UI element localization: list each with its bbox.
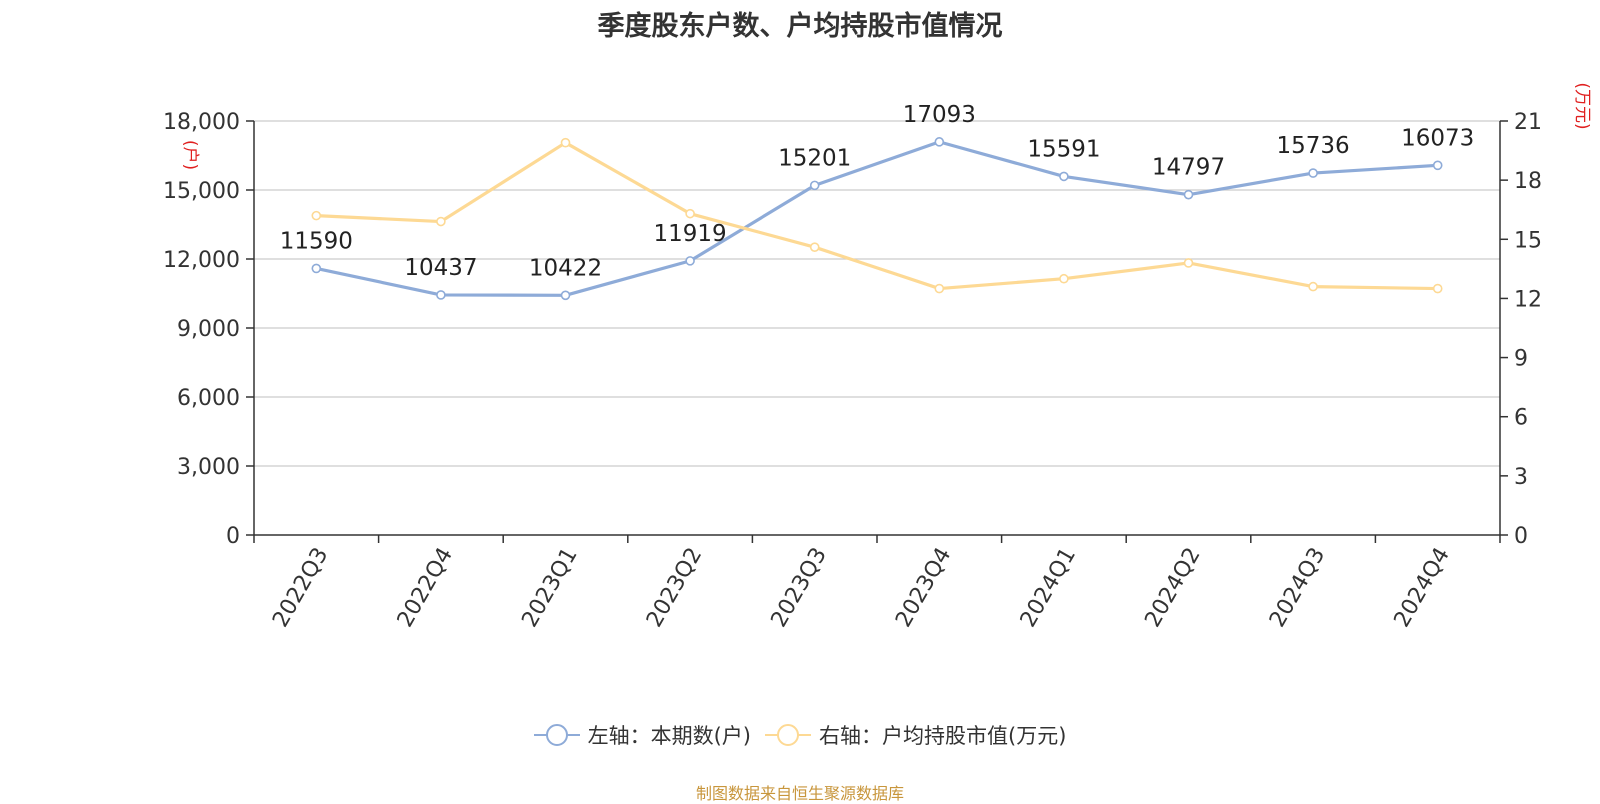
left-axis-tick-label: 12,000 [163, 248, 240, 273]
series-point-avg-holding-value [1308, 281, 1318, 292]
series-point-shareholders [1432, 160, 1443, 171]
series-line-shareholders [315, 140, 1438, 297]
data-label-shareholders: 15591 [1027, 136, 1100, 162]
left-axis-unit: (户) [180, 140, 200, 170]
series-point-shareholders [1308, 168, 1318, 178]
series-point-avg-holding-value [1432, 283, 1443, 294]
right-axis-tick-label: 0 [1514, 524, 1528, 549]
legend-item-right[interactable]: 右轴：户均持股市值(万元) [765, 720, 1066, 750]
legend-label-left: 左轴：本期数(户) [587, 724, 751, 748]
x-axis-category-label: 2022Q4 [393, 544, 458, 632]
series-point-shareholders [560, 290, 571, 301]
legend: 左轴：本期数(户) 右轴：户均持股市值(万元) [0, 720, 1600, 750]
right-axis-tick-label: 3 [1514, 465, 1528, 490]
left-axis-tick-label: 3,000 [177, 455, 240, 480]
series-point-shareholders [809, 180, 820, 191]
legend-item-left[interactable]: 左轴：本期数(户) [533, 720, 751, 750]
x-axis-category-label: 2023Q3 [767, 544, 832, 632]
x-axis-category-label: 2024Q3 [1265, 544, 1330, 632]
right-axis-tick-label: 12 [1514, 287, 1542, 312]
data-label-shareholders: 17093 [903, 102, 976, 128]
x-axis-category-label: 2022Q3 [268, 544, 333, 632]
series-point-shareholders [1183, 189, 1194, 200]
x-axis-category-label: 2024Q2 [1140, 544, 1205, 632]
x-axis-category-label: 2023Q2 [642, 544, 707, 632]
data-source-note: 制图数据来自恒生聚源数据库 [695, 784, 904, 803]
right-axis-tick-label: 6 [1514, 406, 1528, 431]
chart-title: 季度股东户数、户均持股市值情况 [597, 11, 1003, 42]
legend-swatch-right-icon [765, 724, 811, 746]
legend-swatch-left-icon [533, 724, 580, 746]
data-label-shareholders: 10422 [529, 255, 602, 281]
data-label-shareholders: 10437 [404, 255, 477, 281]
data-label-shareholders: 14797 [1152, 155, 1225, 181]
series-line-avg-holding-value [316, 141, 1438, 291]
data-label-shareholders: 15736 [1277, 133, 1350, 159]
series-point-avg-holding-value [809, 242, 820, 252]
left-axis-tick-label: 9,000 [177, 317, 240, 342]
series-point-shareholders [436, 290, 446, 300]
series-point-avg-holding-value [560, 137, 571, 148]
right-axis-tick-label: 18 [1514, 169, 1542, 194]
series-point-avg-holding-value [1059, 273, 1069, 284]
right-axis-tick-label: 15 [1514, 228, 1542, 253]
series-point-avg-holding-value [436, 216, 446, 227]
x-axis-category-label: 2023Q4 [891, 544, 956, 632]
series-point-avg-holding-value [311, 210, 322, 221]
right-axis-unit: (万元) [1572, 82, 1592, 129]
series-point-shareholders [934, 137, 945, 147]
series-point-avg-holding-value [1183, 258, 1194, 268]
left-axis-tick-label: 6,000 [177, 386, 240, 411]
x-axis-category-label: 2024Q1 [1016, 544, 1081, 632]
series-point-avg-holding-value [685, 208, 695, 219]
data-label-shareholders: 16073 [1401, 125, 1474, 151]
series-point-shareholders [1059, 171, 1069, 182]
series-point-avg-holding-value [934, 283, 945, 294]
x-axis-category-label: 2024Q4 [1390, 544, 1455, 632]
series-point-shareholders [685, 256, 695, 266]
left-axis-tick-label: 0 [226, 524, 240, 549]
data-label-shareholders: 11590 [280, 228, 353, 254]
legend-label-right: 右轴：户均持股市值(万元) [819, 724, 1067, 748]
right-axis-tick-label: 21 [1514, 110, 1542, 135]
series-point-shareholders [311, 263, 322, 274]
data-label-shareholders: 15201 [778, 145, 851, 171]
x-axis-category-label: 2023Q1 [517, 544, 582, 632]
left-axis-tick-label: 18,000 [163, 110, 240, 135]
data-label-shareholders: 11919 [654, 221, 727, 247]
right-axis-tick-label: 9 [1514, 347, 1528, 372]
left-axis-tick-label: 15,000 [163, 179, 240, 204]
